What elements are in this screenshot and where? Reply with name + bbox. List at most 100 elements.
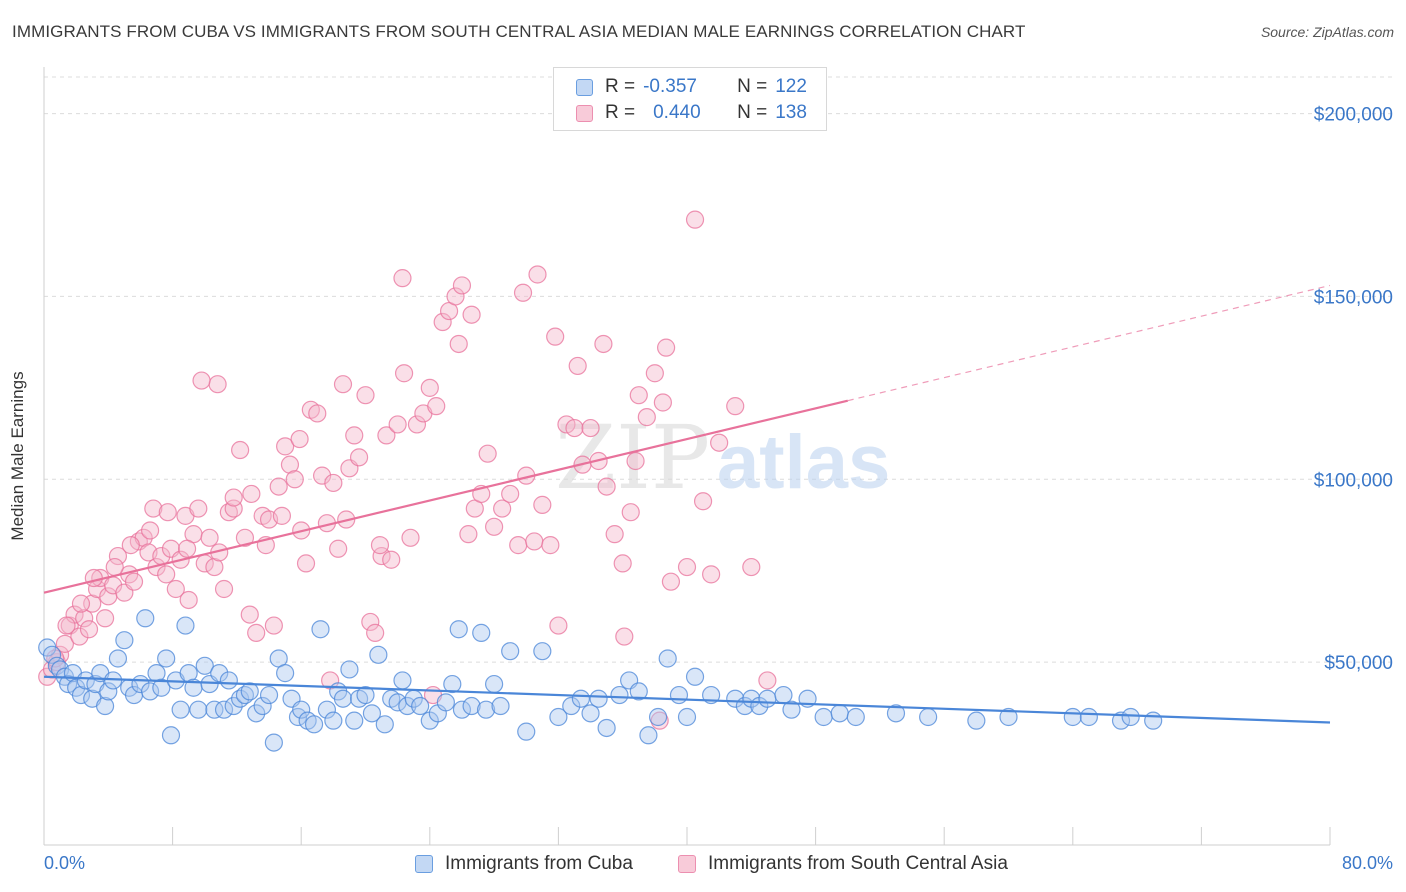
- point-south-central-asia: [661, 572, 681, 591]
- bottom-legend-cuba: Immigrants from Cuba: [415, 851, 633, 877]
- point-cuba: [161, 726, 181, 745]
- legend-n-value-cuba: 122: [775, 76, 807, 97]
- point-south-central-asia: [290, 429, 309, 449]
- point-cuba: [1063, 707, 1082, 727]
- point-south-central-asia: [501, 484, 520, 504]
- point-cuba: [967, 711, 986, 730]
- y-tick-label: $200,000: [1314, 105, 1393, 126]
- point-cuba: [517, 722, 536, 741]
- legend-swatch-cuba: [576, 78, 593, 96]
- source-label: Source: ZipAtlas.com: [1260, 24, 1394, 40]
- x-tick-label: 80.0%: [1342, 853, 1393, 873]
- bottom-legend-swatch-sca: [678, 855, 696, 873]
- chart-title: IMMIGRANTS FROM CUBA VS IMMIGRANTS FROM …: [12, 22, 1026, 41]
- point-south-central-asia: [407, 415, 427, 434]
- point-cuba: [362, 704, 382, 723]
- point-cuba: [462, 696, 481, 716]
- point-south-central-asia: [57, 616, 76, 635]
- point-cuba: [340, 660, 359, 679]
- point-cuba: [677, 707, 697, 727]
- point-south-central-asia: [629, 386, 648, 405]
- point-cuba: [533, 642, 552, 661]
- point-south-central-asia: [269, 477, 288, 496]
- point-cuba: [152, 678, 171, 697]
- point-cuba: [830, 704, 849, 723]
- watermark-atlas: atlas: [717, 420, 890, 505]
- point-south-central-asia: [382, 550, 401, 569]
- point-cuba: [136, 609, 155, 628]
- point-cuba: [375, 715, 394, 734]
- point-cuba: [1111, 711, 1131, 730]
- point-cuba: [581, 704, 600, 723]
- point-cuba: [99, 682, 118, 701]
- point-cuba: [501, 642, 520, 661]
- point-south-central-asia: [758, 671, 777, 690]
- point-cuba: [658, 649, 677, 668]
- point-south-central-asia: [427, 397, 446, 416]
- point-cuba: [758, 689, 777, 708]
- point-south-central-asia: [657, 338, 676, 357]
- point-south-central-asia: [264, 616, 283, 635]
- point-cuba: [452, 700, 472, 719]
- point-south-central-asia: [224, 488, 243, 507]
- point-cuba: [276, 664, 295, 683]
- point-cuba: [224, 696, 243, 716]
- y-tick-label: $50,000: [1324, 653, 1393, 674]
- point-cuba: [369, 645, 388, 664]
- point-south-central-asia: [95, 609, 115, 628]
- point-south-central-asia: [710, 433, 729, 452]
- point-cuba: [436, 693, 455, 712]
- point-south-central-asia: [581, 418, 600, 438]
- point-south-central-asia: [685, 210, 705, 229]
- point-cuba: [140, 682, 160, 701]
- legend-swatch-sca: [576, 104, 593, 122]
- point-cuba: [176, 616, 195, 635]
- point-south-central-asia: [124, 572, 144, 591]
- point-south-central-asia: [637, 408, 656, 427]
- point-south-central-asia: [645, 364, 664, 383]
- point-south-central-asia: [525, 532, 544, 551]
- point-cuba: [919, 707, 938, 727]
- point-cuba: [814, 707, 833, 727]
- point-south-central-asia: [702, 565, 721, 584]
- point-south-central-asia: [345, 426, 364, 445]
- point-south-central-asia: [513, 283, 533, 302]
- point-cuba: [639, 726, 658, 745]
- point-cuba: [210, 664, 229, 683]
- point-south-central-asia: [742, 557, 761, 577]
- bottom-legend-label-cuba: Immigrants from Cuba: [445, 853, 633, 874]
- point-south-central-asia: [565, 418, 584, 438]
- point-south-central-asia: [84, 568, 103, 588]
- point-cuba: [443, 674, 462, 694]
- point-south-central-asia: [361, 612, 380, 632]
- point-cuba: [71, 685, 91, 705]
- point-south-central-asia: [546, 327, 565, 346]
- point-south-central-asia: [208, 375, 227, 394]
- point-south-central-asia: [509, 536, 528, 555]
- point-cuba: [311, 620, 330, 639]
- point-cuba: [95, 696, 115, 716]
- point-cuba: [449, 620, 468, 639]
- point-south-central-asia: [615, 627, 634, 646]
- point-south-central-asia: [485, 517, 504, 536]
- point-cuba: [195, 656, 214, 675]
- point-cuba: [669, 685, 689, 705]
- point-cuba: [485, 674, 504, 694]
- point-cuba: [597, 718, 616, 738]
- point-south-central-asia: [242, 484, 261, 504]
- point-south-central-asia: [478, 444, 497, 463]
- point-south-central-asia: [377, 426, 396, 445]
- legend-row-sca: R = 0.440 N = 138: [576, 101, 807, 125]
- legend-r-label: R =: [605, 76, 636, 97]
- point-cuba: [324, 711, 343, 730]
- point-south-central-asia: [605, 525, 624, 544]
- point-cuba: [476, 700, 496, 719]
- y-axis-label: Median Male Earnings: [8, 371, 27, 541]
- point-south-central-asia: [329, 539, 348, 558]
- point-south-central-asia: [192, 371, 211, 390]
- point-south-central-asia: [356, 386, 375, 405]
- point-cuba: [345, 711, 364, 730]
- point-south-central-asia: [568, 356, 587, 376]
- point-south-central-asia: [528, 265, 547, 284]
- point-south-central-asia: [394, 364, 414, 383]
